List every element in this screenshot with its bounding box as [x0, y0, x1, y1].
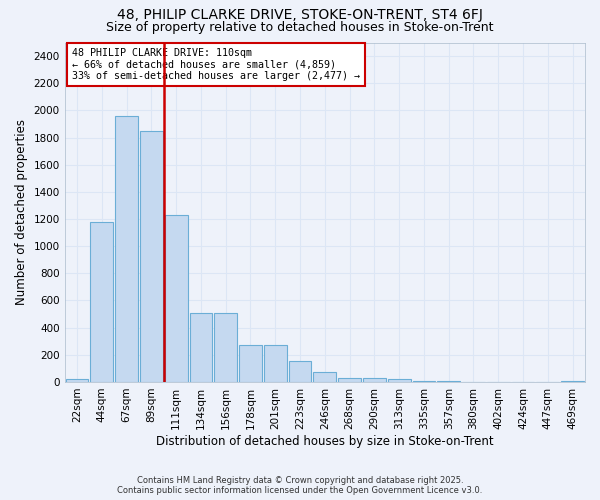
Bar	[165, 215, 188, 382]
Bar	[313, 372, 336, 382]
Bar	[65, 379, 88, 382]
Bar	[91, 222, 113, 382]
Bar	[289, 361, 311, 382]
Bar	[338, 378, 361, 382]
Bar	[239, 346, 262, 382]
Bar	[190, 312, 212, 382]
Text: Size of property relative to detached houses in Stoke-on-Trent: Size of property relative to detached ho…	[106, 21, 494, 34]
Bar	[264, 346, 287, 382]
Bar	[413, 380, 436, 382]
Bar	[363, 378, 386, 382]
Text: 48, PHILIP CLARKE DRIVE, STOKE-ON-TRENT, ST4 6FJ: 48, PHILIP CLARKE DRIVE, STOKE-ON-TRENT,…	[117, 8, 483, 22]
Bar	[115, 116, 138, 382]
Y-axis label: Number of detached properties: Number of detached properties	[15, 119, 28, 305]
Bar	[214, 312, 237, 382]
Bar	[140, 131, 163, 382]
Bar	[561, 381, 584, 382]
Text: 48 PHILIP CLARKE DRIVE: 110sqm
← 66% of detached houses are smaller (4,859)
33% : 48 PHILIP CLARKE DRIVE: 110sqm ← 66% of …	[73, 48, 361, 81]
Text: Contains HM Land Registry data © Crown copyright and database right 2025.
Contai: Contains HM Land Registry data © Crown c…	[118, 476, 482, 495]
X-axis label: Distribution of detached houses by size in Stoke-on-Trent: Distribution of detached houses by size …	[156, 434, 494, 448]
Bar	[388, 379, 410, 382]
